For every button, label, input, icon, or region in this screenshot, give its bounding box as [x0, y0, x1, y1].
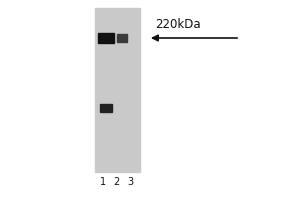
Bar — [98, 33, 114, 43]
Bar — [117, 34, 127, 42]
Text: 1: 1 — [100, 177, 106, 187]
Text: 2: 2 — [113, 177, 119, 187]
Bar — [95, 8, 140, 172]
Bar — [100, 104, 112, 112]
Text: 3: 3 — [127, 177, 133, 187]
Text: 220kDa: 220kDa — [155, 19, 201, 31]
